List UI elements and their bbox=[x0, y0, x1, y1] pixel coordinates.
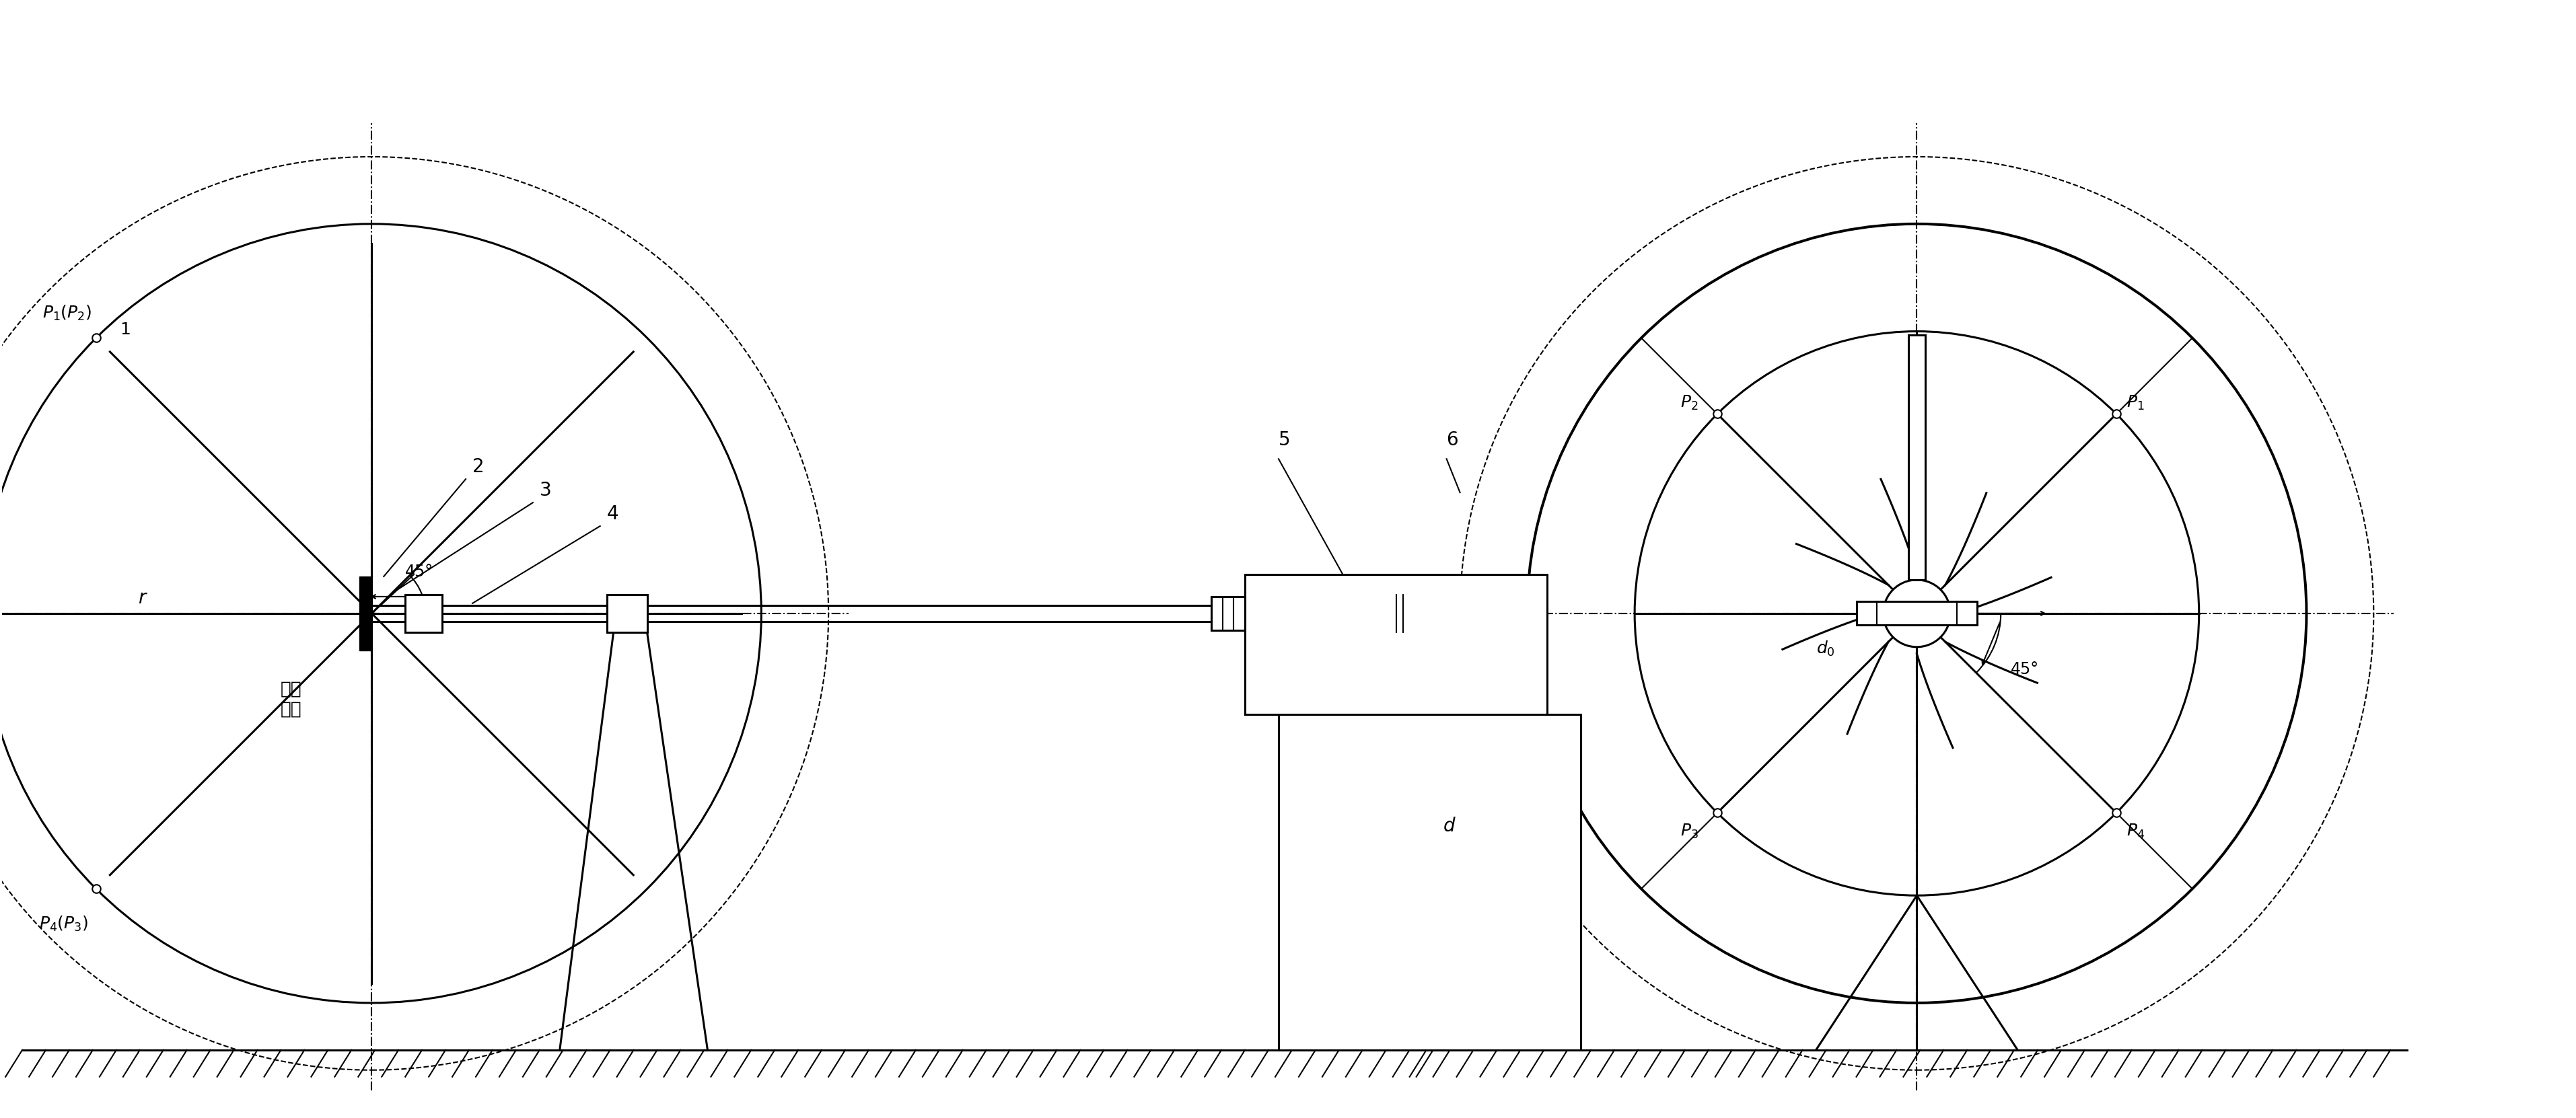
Text: $P_1(P_2)$: $P_1(P_2)$ bbox=[41, 304, 93, 322]
Bar bbox=[1244, 575, 1548, 714]
Bar bbox=[1857, 601, 1978, 625]
Text: 45°: 45° bbox=[404, 563, 433, 580]
Text: 4: 4 bbox=[608, 504, 618, 523]
Bar bbox=[1383, 595, 1417, 632]
Text: $P_3$: $P_3$ bbox=[1680, 823, 1698, 841]
Text: $P_1$: $P_1$ bbox=[2125, 394, 2143, 411]
Bar bbox=[1278, 714, 1582, 1050]
Bar bbox=[1211, 597, 1244, 631]
Text: 45°: 45° bbox=[2012, 661, 2040, 678]
Text: 2: 2 bbox=[471, 457, 484, 476]
Text: $P_4(P_3)$: $P_4(P_3)$ bbox=[39, 915, 88, 934]
Text: 6: 6 bbox=[1448, 430, 1458, 449]
Circle shape bbox=[1883, 580, 1950, 647]
Bar bbox=[404, 595, 443, 632]
Text: $P_2$: $P_2$ bbox=[1680, 394, 1698, 411]
Bar bbox=[608, 595, 647, 632]
Text: $d_0$: $d_0$ bbox=[1816, 639, 1834, 657]
Text: r: r bbox=[139, 588, 144, 607]
Bar bbox=[361, 577, 371, 651]
Text: d: d bbox=[1443, 817, 1455, 835]
Text: 气流
方向: 气流 方向 bbox=[281, 681, 301, 718]
Bar bbox=[1909, 334, 1924, 580]
Text: 1: 1 bbox=[118, 322, 131, 338]
Text: 3: 3 bbox=[538, 481, 551, 500]
Text: $P_4$: $P_4$ bbox=[2125, 823, 2146, 841]
Text: 5: 5 bbox=[1278, 430, 1291, 449]
